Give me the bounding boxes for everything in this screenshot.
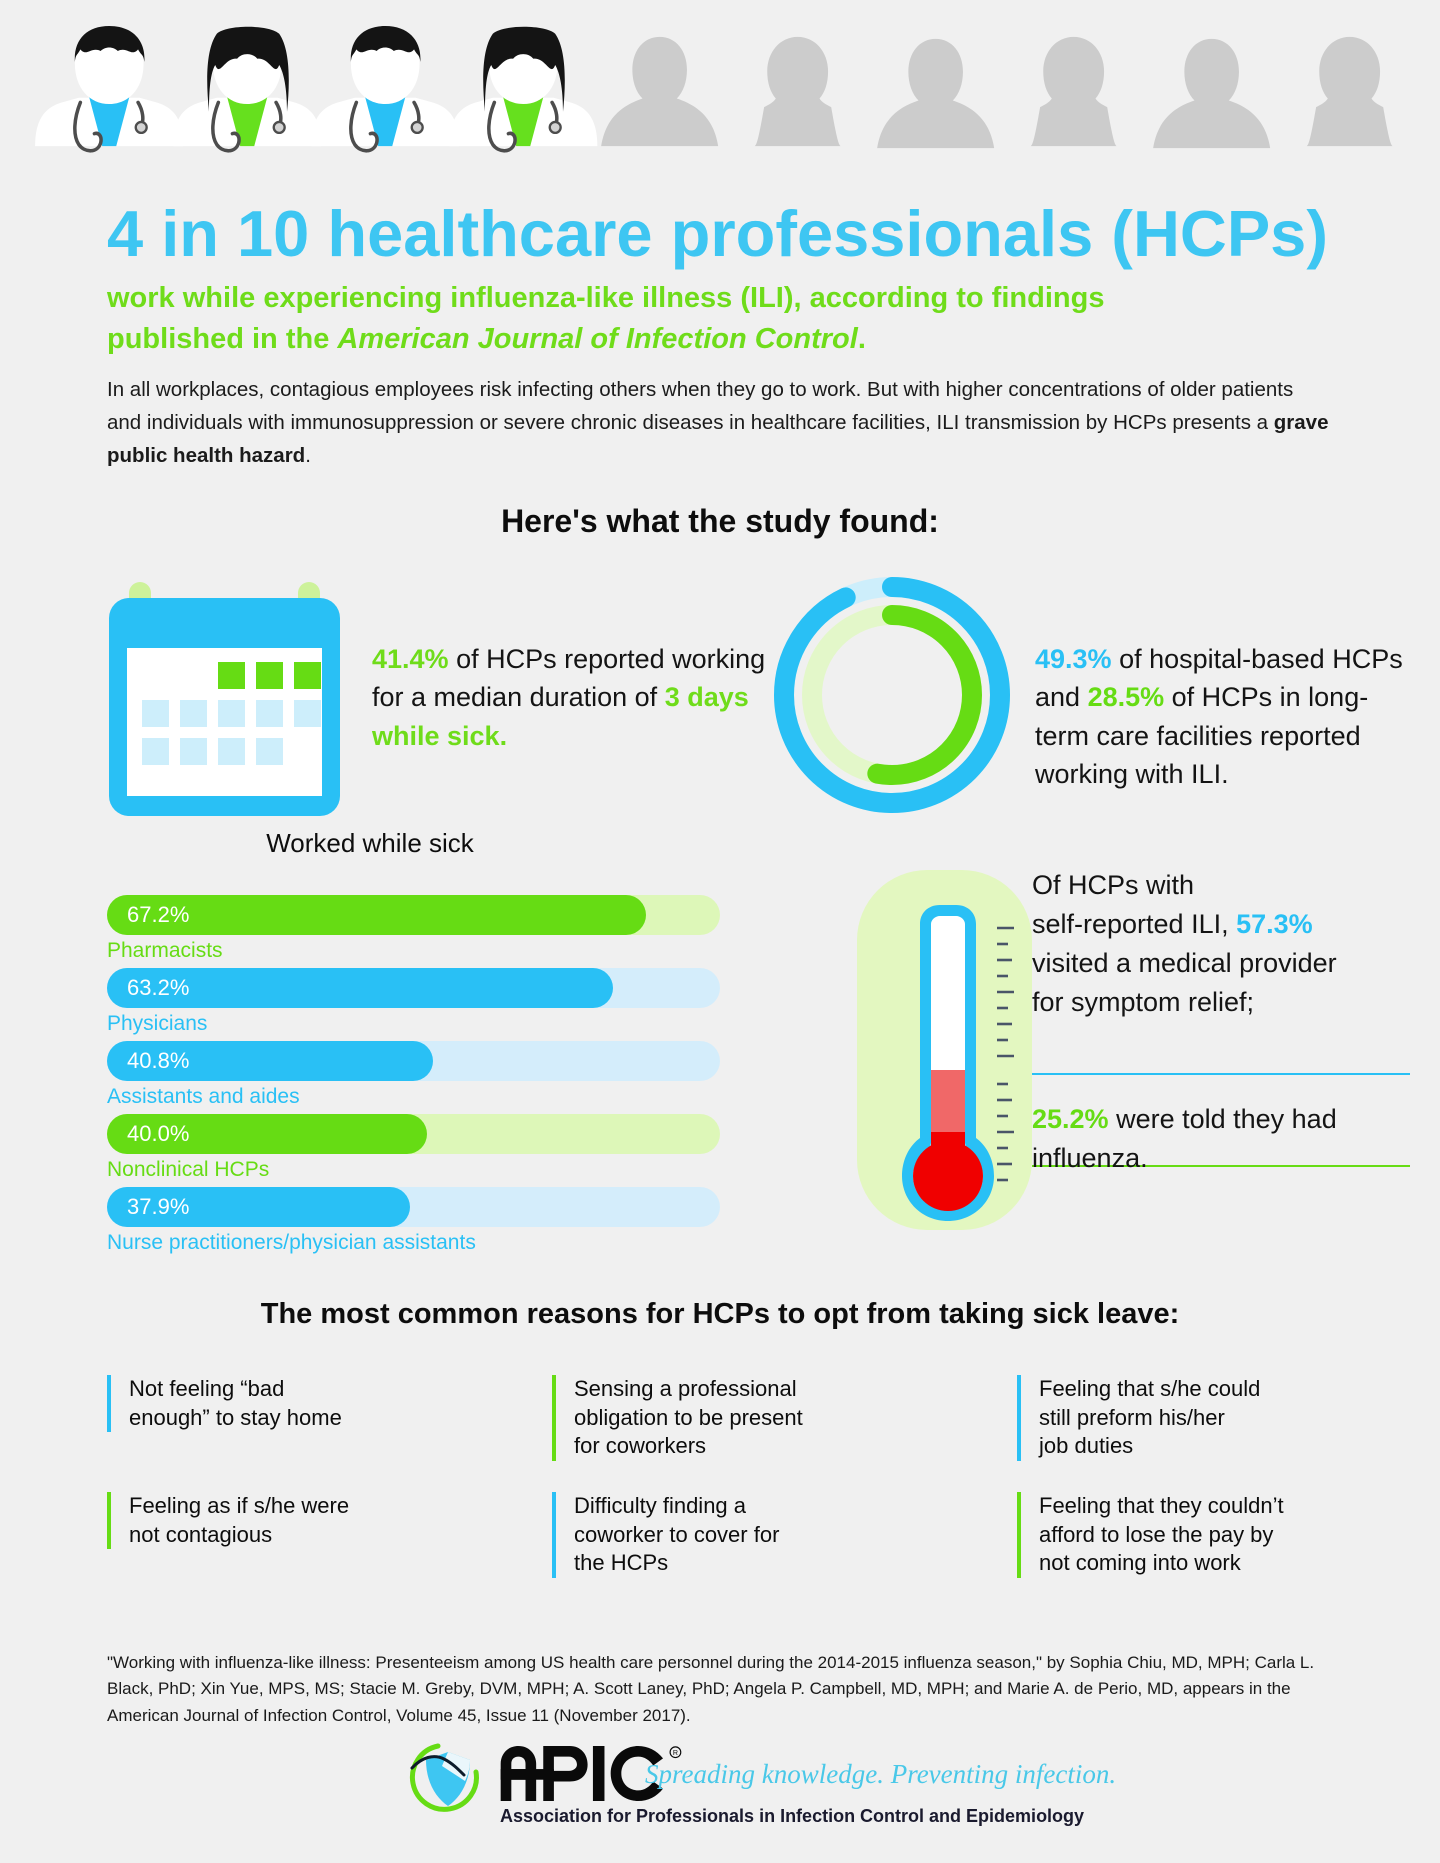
svg-text:R: R: [673, 1749, 678, 1757]
